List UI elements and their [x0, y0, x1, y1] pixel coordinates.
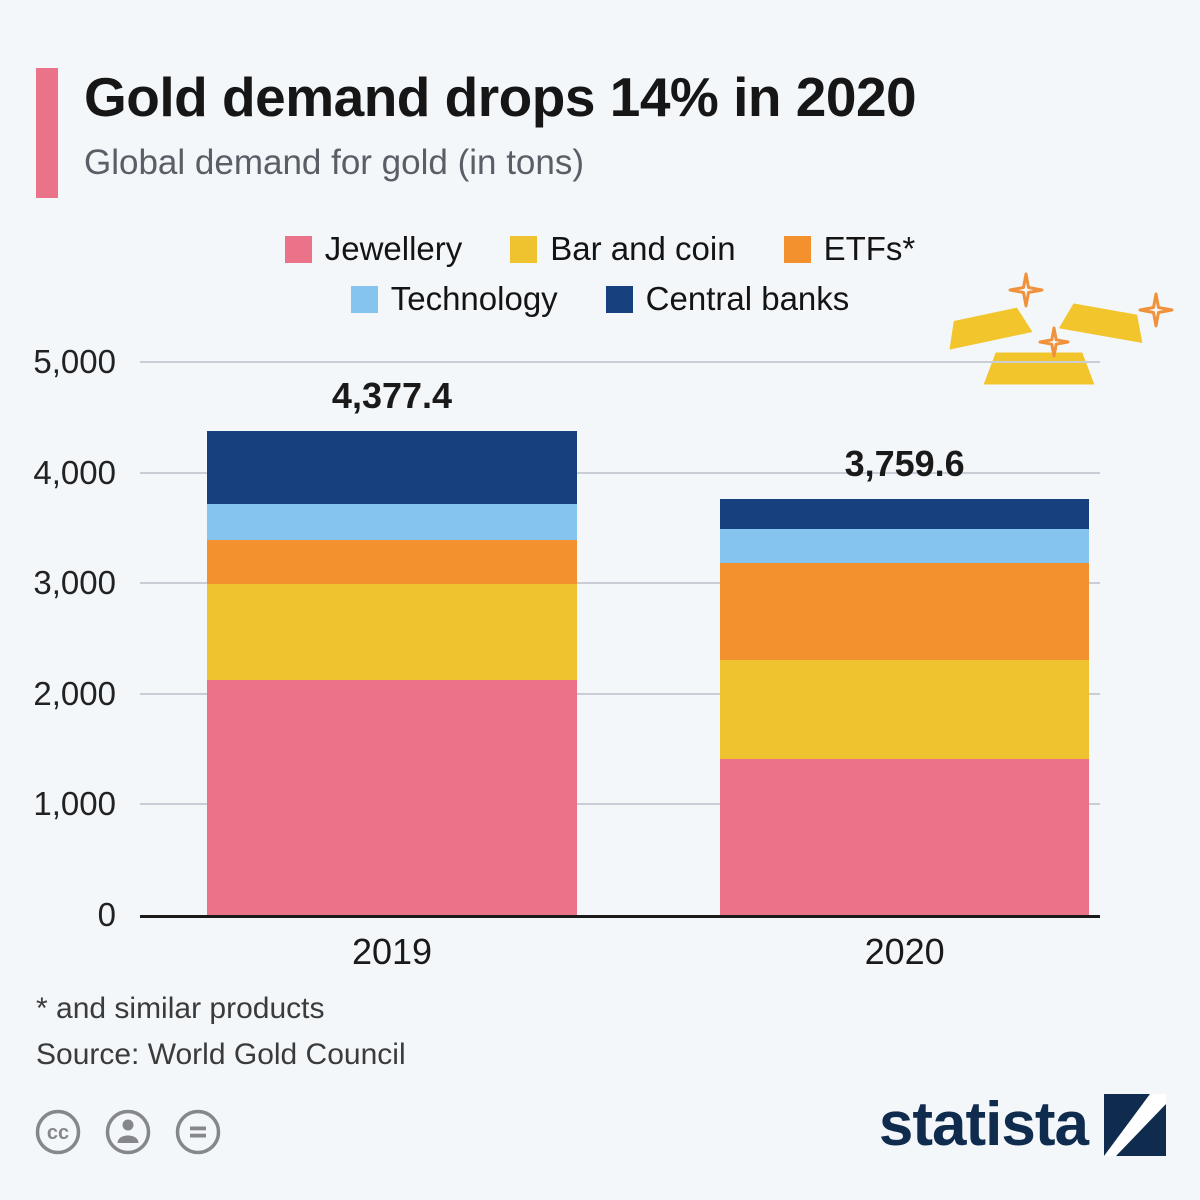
- legend-label: Jewellery: [324, 230, 463, 267]
- page-title: Gold demand drops 14% in 2020: [84, 66, 917, 128]
- y-axis-tick-label: 1,000: [33, 785, 116, 823]
- legend-label: Bar and coin: [550, 230, 736, 267]
- legend-item-technology: Technology: [350, 280, 558, 318]
- bar-stack: [207, 430, 577, 915]
- y-axis-tick-label: 5,000: [33, 343, 116, 380]
- legend-swatch: [350, 285, 378, 313]
- legend-swatch: [783, 235, 811, 263]
- license-icons: cc: [34, 1108, 222, 1156]
- source-credit: Source: World Gold Council: [36, 1038, 406, 1071]
- creative-commons-icon[interactable]: cc: [34, 1108, 82, 1156]
- legend-swatch: [284, 235, 312, 263]
- bar-segment-etfs-: [207, 539, 577, 584]
- statista-branding[interactable]: statista: [879, 1094, 1166, 1156]
- attribution-person-icon[interactable]: [104, 1108, 152, 1156]
- plot-area: 0 1,000 2,000 3,000 4,000 5,000 4,377.4 2019 3,7…: [33, 343, 1100, 972]
- legend-item-central-banks: Central banks: [605, 280, 850, 318]
- gridline: [140, 361, 1100, 363]
- bar-segment-technology: [719, 529, 1090, 563]
- legend-item-bar-and-coin: Bar and coin: [510, 230, 736, 268]
- y-axis-tick-label: 4,000: [33, 453, 116, 491]
- sparkle-icons: [1008, 272, 1174, 358]
- footnote: * and similar products: [36, 992, 325, 1025]
- bar-total-label: 3,759.6: [844, 443, 965, 485]
- header-text: Gold demand drops 14% in 2020 Global dem…: [84, 66, 917, 198]
- x-axis-category-label: 2020: [864, 931, 945, 972]
- legend-row: Jewellery Bar and coin ETFs*: [284, 230, 916, 268]
- gridline: [140, 471, 1100, 474]
- gold-bars-illustration: [943, 272, 1174, 390]
- bar-column-2019: 4,377.4 2019: [207, 362, 577, 972]
- legend-swatch: [605, 285, 633, 313]
- bar-segment-bar-and-coin: [719, 659, 1090, 759]
- bar-segment-technology: [207, 503, 577, 540]
- bar-total-label: 4,377.4: [331, 374, 453, 416]
- equals-icon[interactable]: [174, 1108, 222, 1156]
- legend-row: Technology Central banks: [350, 280, 850, 318]
- y-axis-tick-label: 0: [97, 896, 116, 933]
- statista-logo-icon: [1104, 1094, 1166, 1156]
- bar-segment-jewellery: [719, 758, 1090, 915]
- statista-wordmark: statista: [878, 1090, 1089, 1159]
- legend-item-etfs-: ETFs*: [783, 230, 916, 268]
- gridline: [140, 582, 1100, 585]
- bar-stack: [719, 499, 1090, 915]
- bar-segment-bar-and-coin: [207, 583, 577, 681]
- legend-swatch: [510, 235, 538, 263]
- bar-segment-central-banks: [207, 430, 577, 504]
- legend-label: ETFs*: [823, 230, 916, 267]
- svg-text:cc: cc: [47, 1122, 69, 1144]
- y-axis-tick-label: 3,000: [33, 564, 116, 602]
- legend-label: Technology: [390, 280, 558, 317]
- legend: Jewellery Bar and coin ETFs* Technology Cent…: [0, 230, 1200, 318]
- header: Gold demand drops 14% in 2020 Global dem…: [36, 66, 1170, 198]
- bar-column-2020: 3,759.6 2020: [719, 362, 1090, 972]
- legend-label: Central banks: [645, 280, 850, 317]
- bar-segment-jewellery: [207, 680, 577, 915]
- bar-segment-central-banks: [719, 499, 1090, 530]
- bar-segment-etfs-: [719, 562, 1090, 660]
- gridline: [140, 692, 1100, 695]
- y-axis-tick-label: 2,000: [33, 674, 116, 712]
- title-accent-bar: [36, 68, 58, 198]
- page-subtitle: Global demand for gold (in tons): [84, 143, 584, 183]
- x-axis-category-label: 2019: [351, 931, 433, 972]
- legend-item-jewellery: Jewellery: [284, 230, 463, 268]
- gridline: [140, 803, 1100, 806]
